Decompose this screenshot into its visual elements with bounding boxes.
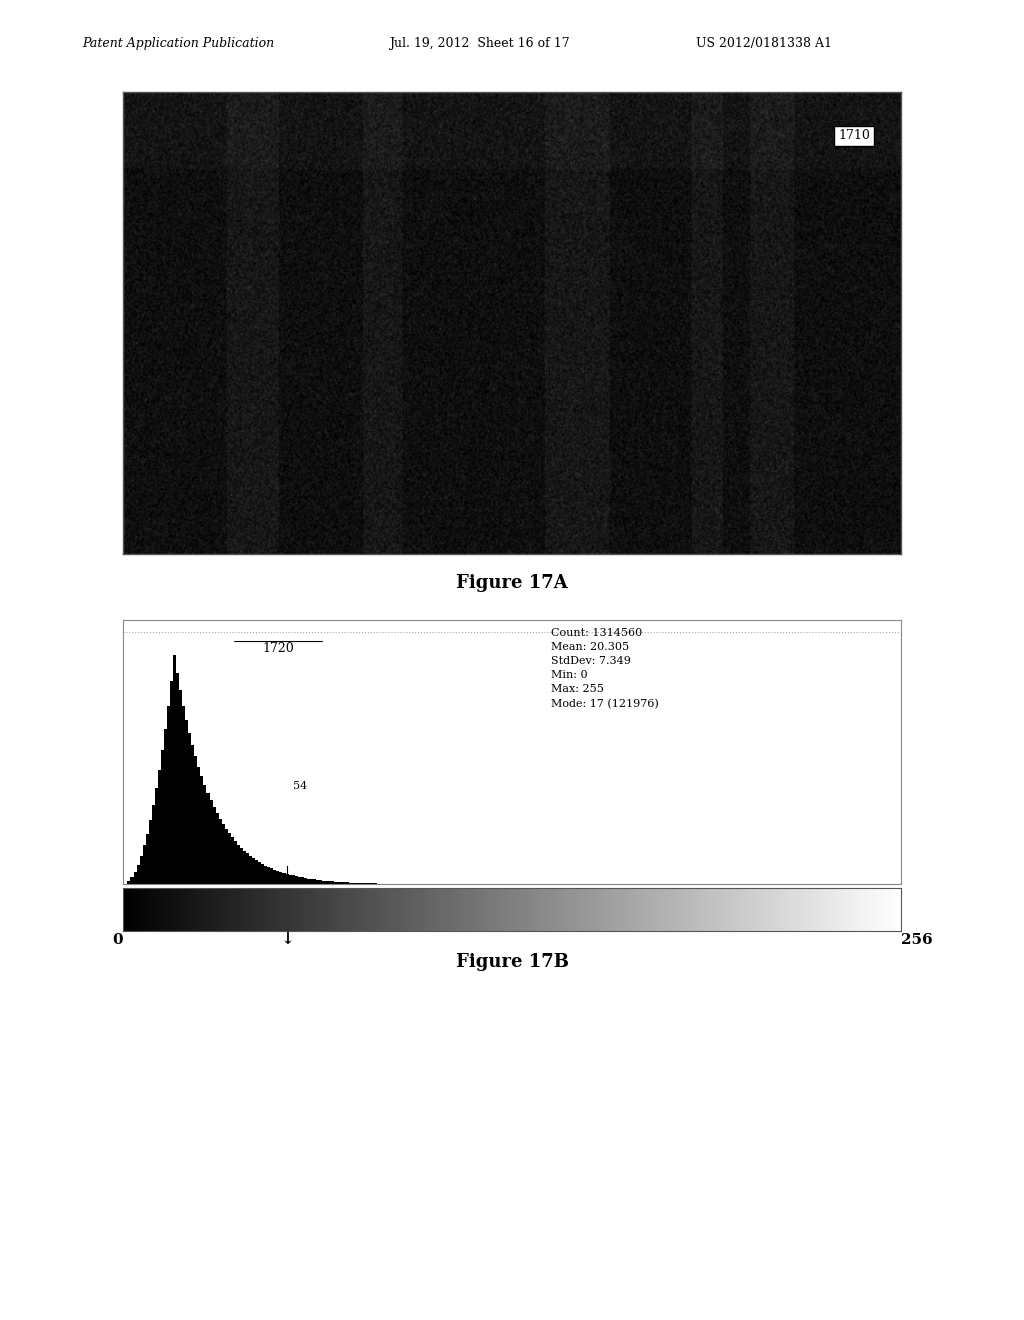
- Bar: [152, 805, 155, 884]
- Bar: [148, 820, 152, 884]
- Bar: [249, 855, 252, 884]
- Text: 1720: 1720: [262, 642, 295, 655]
- Bar: [185, 719, 188, 884]
- Bar: [280, 873, 283, 884]
- Bar: [173, 655, 176, 884]
- Bar: [164, 729, 167, 884]
- Bar: [331, 882, 334, 884]
- Bar: [283, 873, 286, 884]
- Text: Count: 1314560
Mean: 20.305
StdDev: 7.349
Min: 0
Max: 255
Mode: 17 (121976): Count: 1314560 Mean: 20.305 StdDev: 7.34…: [551, 628, 658, 709]
- Bar: [155, 788, 158, 884]
- Bar: [127, 882, 130, 884]
- Bar: [201, 776, 204, 884]
- Bar: [130, 878, 133, 884]
- Text: 54: 54: [293, 781, 307, 791]
- Bar: [267, 867, 270, 884]
- Bar: [204, 784, 207, 884]
- Bar: [210, 800, 213, 884]
- Text: Patent Application Publication: Patent Application Publication: [82, 37, 274, 50]
- Bar: [340, 882, 343, 884]
- Bar: [252, 858, 255, 884]
- Bar: [304, 878, 307, 884]
- Text: ↓: ↓: [281, 931, 294, 948]
- Text: Figure 17A: Figure 17A: [456, 574, 568, 593]
- Bar: [213, 807, 216, 884]
- Bar: [161, 750, 164, 884]
- Bar: [276, 871, 280, 884]
- Bar: [255, 861, 258, 884]
- Bar: [328, 882, 331, 884]
- Bar: [310, 879, 313, 884]
- Bar: [307, 879, 310, 884]
- Bar: [246, 853, 249, 884]
- Bar: [316, 880, 318, 884]
- Bar: [142, 846, 145, 884]
- Bar: [286, 874, 289, 884]
- Bar: [243, 850, 246, 884]
- Text: 1710: 1710: [838, 129, 870, 143]
- Bar: [298, 876, 301, 884]
- Bar: [233, 841, 237, 884]
- Text: 0: 0: [113, 933, 123, 946]
- Bar: [179, 690, 182, 884]
- Bar: [182, 706, 185, 884]
- Bar: [158, 770, 161, 884]
- Bar: [292, 875, 295, 884]
- Bar: [355, 883, 358, 884]
- Bar: [258, 862, 261, 884]
- Bar: [343, 882, 346, 884]
- Bar: [145, 833, 148, 884]
- Bar: [240, 847, 243, 884]
- Bar: [216, 813, 219, 884]
- Bar: [322, 880, 325, 884]
- Bar: [136, 865, 139, 884]
- Text: US 2012/0181338 A1: US 2012/0181338 A1: [696, 37, 833, 50]
- Text: Jul. 19, 2012  Sheet 16 of 17: Jul. 19, 2012 Sheet 16 of 17: [389, 37, 569, 50]
- Bar: [230, 837, 233, 884]
- Bar: [318, 880, 322, 884]
- Bar: [352, 883, 355, 884]
- Bar: [325, 880, 328, 884]
- Bar: [313, 879, 316, 884]
- Text: Figure 17B: Figure 17B: [456, 953, 568, 972]
- Bar: [237, 845, 240, 884]
- Bar: [261, 863, 264, 884]
- Bar: [227, 833, 230, 884]
- Bar: [191, 746, 195, 884]
- Bar: [295, 876, 298, 884]
- Bar: [349, 883, 352, 884]
- Bar: [139, 855, 142, 884]
- Bar: [337, 882, 340, 884]
- Bar: [301, 878, 304, 884]
- Bar: [170, 681, 173, 884]
- Bar: [167, 706, 170, 884]
- Bar: [273, 870, 276, 884]
- Bar: [289, 875, 292, 884]
- Bar: [219, 818, 221, 884]
- Bar: [264, 866, 267, 884]
- Bar: [207, 792, 210, 884]
- Bar: [198, 767, 201, 884]
- Bar: [358, 883, 361, 884]
- Bar: [195, 756, 198, 884]
- Bar: [224, 829, 227, 884]
- Bar: [221, 824, 224, 884]
- Bar: [176, 673, 179, 884]
- Bar: [270, 869, 273, 884]
- Text: 256: 256: [901, 933, 932, 946]
- Bar: [334, 882, 337, 884]
- Bar: [346, 882, 349, 884]
- Bar: [188, 733, 191, 884]
- Bar: [133, 871, 136, 884]
